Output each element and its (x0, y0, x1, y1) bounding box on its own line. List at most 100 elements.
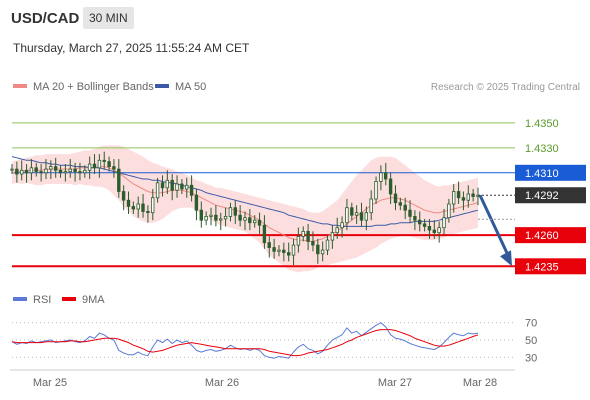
x-tick-Mar-25: Mar 25 (33, 377, 67, 389)
candle-body (447, 203, 451, 219)
candle-body (29, 167, 34, 174)
candle-body (350, 207, 354, 216)
bollinger-band-area (12, 145, 478, 273)
candle-body (461, 197, 466, 201)
candle-body (44, 168, 48, 174)
candle-body (39, 171, 43, 174)
candle-body (189, 184, 194, 196)
candle-body (238, 214, 242, 221)
candle-body (291, 244, 296, 256)
candle-body (354, 212, 359, 216)
candle-body (97, 159, 102, 169)
candle-body (257, 219, 262, 226)
candle-body (456, 191, 461, 199)
rsi-legend-label: RSI (33, 294, 51, 306)
forecast-arrow-head (500, 250, 512, 267)
candle-body (155, 182, 160, 199)
candle-body (223, 215, 228, 220)
candle-body (306, 230, 310, 242)
rsi-panel: 70 50 30 (11, 318, 537, 364)
candle-body (228, 207, 233, 217)
chart-datetime: Thursday, March 27, 2025 11:55:24 AM CET (13, 41, 250, 55)
candle-body (248, 217, 252, 224)
forecast-arrow-shaft (478, 194, 511, 258)
candle-body (233, 207, 237, 216)
ma50-legend-label: MA 50 (175, 81, 206, 93)
rsi-legend: RSI 9MA (13, 294, 105, 306)
candle-body (63, 171, 68, 174)
candle-body (325, 239, 330, 251)
candle-body (199, 209, 203, 221)
candle-body (345, 207, 349, 224)
candle-body (194, 194, 199, 211)
candle-body (340, 222, 344, 229)
candle-body (112, 166, 116, 170)
ma9-legend-swatch (62, 297, 76, 301)
candle-body (180, 183, 184, 190)
candle-body (131, 206, 135, 210)
candle-body (73, 168, 77, 173)
candle-body (24, 169, 29, 174)
candle-body (262, 224, 267, 244)
x-axis: Mar 25 Mar 26 Mar 27 Mar 28 (10, 369, 515, 389)
candle-body (466, 193, 470, 201)
candle-body (92, 163, 97, 169)
rsi-tick-30: 30 (525, 352, 537, 364)
x-tick-Mar-26: Mar 26 (205, 377, 239, 389)
last-price-tag (515, 187, 586, 204)
bollinger-bands (12, 145, 478, 273)
candle-body (150, 197, 155, 214)
candle-body (204, 215, 208, 221)
x-tick-Mar-28: Mar 28 (463, 377, 497, 389)
ma9-legend-label: 9MA (82, 294, 105, 306)
candle-body (282, 249, 286, 254)
candle-body (121, 191, 126, 201)
candle-body (330, 232, 335, 241)
candle-body (277, 249, 281, 252)
rsi-tick-50: 50 (525, 335, 537, 347)
candle-body (311, 240, 315, 246)
candle-body (54, 166, 58, 171)
candle-body (184, 184, 189, 190)
candle-body (170, 179, 174, 191)
level-label-1.4260: 1.4260 (525, 230, 559, 242)
candle-body (68, 168, 72, 173)
candle-body (214, 214, 218, 221)
level-label-1.4330: 1.4330 (525, 143, 559, 155)
candle-body (296, 235, 301, 246)
level-label-1.4350: 1.4350 (525, 118, 559, 130)
candle-body (442, 217, 446, 229)
timeframe-badge[interactable]: 30 MIN (83, 7, 134, 29)
candle-body (408, 209, 412, 217)
level-tag-1.4235 (515, 258, 586, 275)
candle-body (369, 198, 373, 214)
candle-body (218, 218, 223, 221)
candle-body (160, 182, 165, 189)
candle-body (383, 172, 388, 180)
forecast-arrow (478, 194, 512, 267)
ma20-legend-swatch (13, 84, 27, 88)
candle-body (451, 191, 456, 205)
candle-body (388, 178, 393, 195)
chart-header: USD/CAD 30 MIN (0, 0, 590, 37)
candle-body (413, 215, 417, 221)
candle-body (267, 242, 271, 249)
candlesticks (10, 151, 480, 266)
candle-body (126, 199, 131, 207)
candle-body (243, 217, 247, 221)
candle-body (58, 169, 63, 174)
candle-body (136, 203, 140, 210)
candle-body (374, 181, 378, 200)
candle-body (359, 212, 364, 221)
x-tick-Mar-27: Mar 27 (378, 377, 412, 389)
candle-body (393, 193, 398, 204)
candle-body (301, 230, 305, 237)
candle-body (316, 244, 320, 255)
candle-body (286, 252, 291, 256)
candle-body (83, 169, 87, 174)
last-price-label: 1.4292 (525, 190, 559, 202)
candle-body (335, 227, 339, 234)
level-tag-1.4260 (515, 227, 586, 244)
rsi-ma9-line (11, 329, 479, 357)
candle-body (320, 249, 325, 255)
